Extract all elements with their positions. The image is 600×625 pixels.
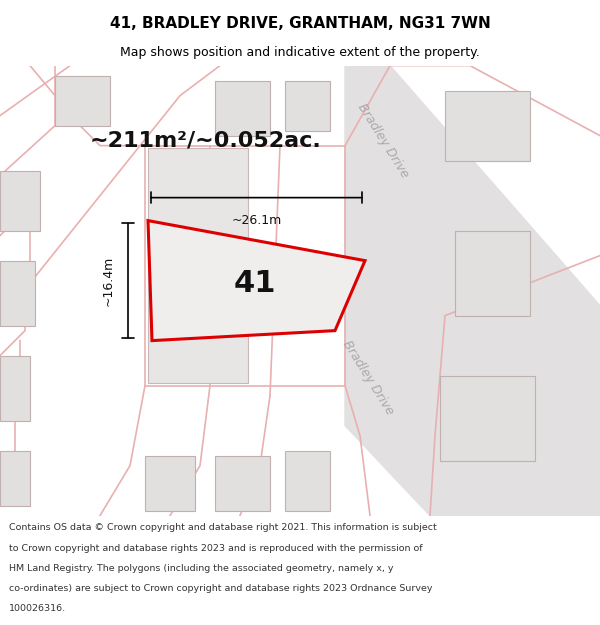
Text: 41: 41 — [234, 269, 276, 298]
Text: Map shows position and indicative extent of the property.: Map shows position and indicative extent… — [120, 46, 480, 59]
Bar — [0, 261, 35, 326]
Polygon shape — [148, 221, 365, 341]
Text: ~16.4m: ~16.4m — [102, 256, 115, 306]
Bar — [285, 81, 330, 131]
Bar — [0, 171, 40, 231]
Bar — [445, 91, 530, 161]
Text: Bradley Drive: Bradley Drive — [355, 101, 411, 180]
Polygon shape — [345, 66, 600, 516]
Bar — [55, 76, 110, 126]
Bar — [215, 456, 270, 511]
Text: Contains OS data © Crown copyright and database right 2021. This information is : Contains OS data © Crown copyright and d… — [9, 523, 437, 532]
Text: 41, BRADLEY DRIVE, GRANTHAM, NG31 7WN: 41, BRADLEY DRIVE, GRANTHAM, NG31 7WN — [110, 16, 490, 31]
Text: ~211m²/~0.052ac.: ~211m²/~0.052ac. — [89, 131, 321, 151]
Text: 100026316.: 100026316. — [9, 604, 66, 613]
Bar — [148, 148, 248, 382]
Bar — [285, 451, 330, 511]
Bar — [440, 376, 535, 461]
Text: Bradley Drive: Bradley Drive — [340, 338, 396, 418]
Bar — [145, 456, 195, 511]
Text: ~26.1m: ~26.1m — [232, 214, 281, 227]
Bar — [0, 356, 30, 421]
Text: to Crown copyright and database rights 2023 and is reproduced with the permissio: to Crown copyright and database rights 2… — [9, 544, 422, 552]
Bar — [455, 231, 530, 316]
Text: co-ordinates) are subject to Crown copyright and database rights 2023 Ordnance S: co-ordinates) are subject to Crown copyr… — [9, 584, 433, 593]
Text: HM Land Registry. The polygons (including the associated geometry, namely x, y: HM Land Registry. The polygons (includin… — [9, 564, 394, 572]
Bar — [0, 451, 30, 506]
Bar — [215, 81, 270, 136]
